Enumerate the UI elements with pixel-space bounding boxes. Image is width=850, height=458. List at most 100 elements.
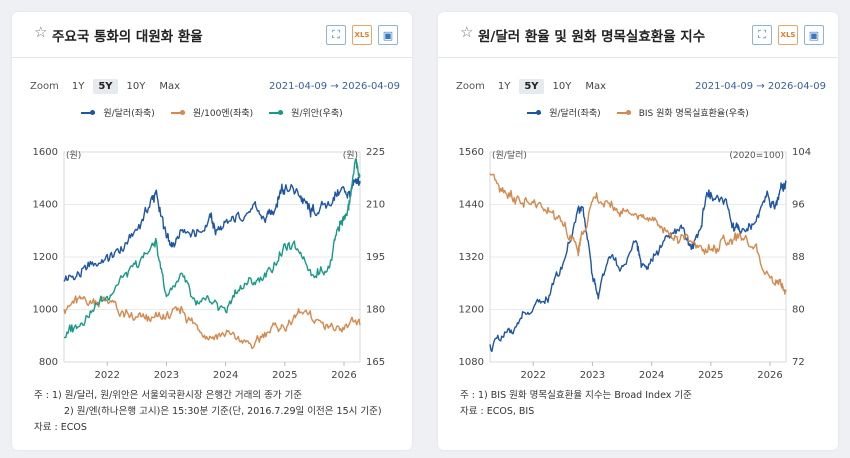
legend-item[interactable]: 원/위안(우축) bbox=[269, 106, 343, 119]
right-tick-label: 195 bbox=[366, 252, 385, 263]
legend-item[interactable]: 원/달러(좌축) bbox=[81, 106, 155, 119]
note-line: 주 : 1) 원/달러, 원/위안은 서울외국환시장 은행간 거래의 종가 기준 bbox=[34, 390, 303, 401]
legend-swatch bbox=[616, 111, 631, 114]
x-tick-label: 2026 bbox=[331, 370, 356, 381]
legend-marker bbox=[179, 110, 185, 115]
legend-label: BIS 원화 명목실효환율(우축) bbox=[638, 109, 749, 119]
right-tick-label: 72 bbox=[792, 357, 805, 368]
zoom-label: Zoom bbox=[456, 80, 485, 92]
effective-rate-panel: ☆ 원/달러 환율 및 원화 명목실효환율 지수 ⛶ XLS ▣ Zoom 1Y… bbox=[438, 12, 838, 450]
left-tick-label: 1440 bbox=[459, 200, 484, 211]
zoom-max-button[interactable]: Max bbox=[585, 80, 607, 92]
left-tick-label: 1000 bbox=[33, 305, 58, 316]
right-tick-label: 96 bbox=[792, 200, 805, 211]
left-tick-label: 1320 bbox=[459, 252, 484, 263]
series-line bbox=[63, 158, 361, 339]
legend-swatch bbox=[527, 111, 542, 114]
legend-label: 원/달러(좌축) bbox=[549, 109, 601, 119]
left-tick-label: 800 bbox=[39, 357, 58, 368]
x-tick-label: 2022 bbox=[520, 370, 545, 381]
left-tick-label: 1200 bbox=[33, 252, 58, 263]
legend-label: 원/100엔(좌축) bbox=[192, 109, 254, 119]
plot-frame bbox=[63, 151, 361, 363]
star-icon[interactable]: ☆ bbox=[34, 23, 48, 41]
left-tick-label: 1400 bbox=[33, 200, 58, 211]
zoom-10y-button[interactable]: 10Y bbox=[552, 80, 572, 92]
date-range[interactable]: 2021-04-09 → 2026-04-09 bbox=[269, 80, 400, 92]
right-tick-label: 225 bbox=[366, 147, 385, 158]
panel-title: 원/달러 환율 및 원화 명목실효환율 지수 bbox=[478, 29, 706, 45]
panel-tools: ⛶ XLS ▣ bbox=[326, 25, 398, 45]
left-tick-label: 1560 bbox=[459, 147, 484, 158]
note-line: 주 : 1) BIS 원화 명목실효환율 지수는 Broad Index 기준 bbox=[460, 390, 692, 401]
x-tick-label: 2024 bbox=[639, 370, 664, 381]
x-tick-label: 2025 bbox=[272, 370, 297, 381]
legend-marker bbox=[536, 110, 542, 115]
x-tick-label: 2026 bbox=[757, 370, 782, 381]
image-download-icon[interactable]: ▣ bbox=[378, 25, 398, 45]
zoom-5y-button[interactable]: 5Y bbox=[519, 78, 544, 94]
legend-item[interactable]: 원/100엔(좌축) bbox=[170, 106, 254, 119]
expand-icon[interactable]: ⛶ bbox=[326, 25, 346, 45]
zoom-5y-button[interactable]: 5Y bbox=[93, 78, 118, 94]
zoom-controls: Zoom 1Y 5Y 10Y Max 2021-04-09 → 2026-04-… bbox=[456, 76, 826, 96]
x-tick-label: 2024 bbox=[213, 370, 238, 381]
star-icon[interactable]: ☆ bbox=[460, 23, 474, 41]
chart-legend: 원/달러(좌축) BIS 원화 명목실효환율(우축) bbox=[438, 106, 838, 119]
x-tick-label: 2023 bbox=[154, 370, 179, 381]
panel-tools: ⛶ XLS ▣ bbox=[752, 25, 824, 45]
zoom-1y-button[interactable]: 1Y bbox=[71, 80, 85, 92]
note-line: 2) 원/엔(하나은행 고시)은 15:30분 기준(단, 2016.7.29일… bbox=[64, 406, 382, 417]
legend-swatch bbox=[81, 111, 96, 114]
legend-marker bbox=[625, 110, 631, 115]
left-tick-label: 1600 bbox=[33, 147, 58, 158]
right-tick-label: 180 bbox=[366, 305, 385, 316]
x-tick-label: 2023 bbox=[580, 370, 605, 381]
chart-legend: 원/달러(좌축) 원/100엔(좌축) 원/위안(우축) bbox=[12, 106, 412, 119]
right-tick-label: 80 bbox=[792, 305, 805, 316]
excel-download-icon[interactable]: XLS bbox=[352, 25, 372, 45]
series-line bbox=[63, 295, 361, 350]
right-tick-label: 165 bbox=[366, 357, 385, 368]
exchange-rate-panel: ☆ 주요국 통화의 대원화 환율 ⛶ XLS ▣ Zoom 1Y 5Y 10Y … bbox=[12, 12, 412, 450]
zoom-1y-button[interactable]: 1Y bbox=[497, 80, 511, 92]
expand-icon[interactable]: ⛶ bbox=[752, 25, 772, 45]
exchange-rate-chart: 800 1000 1200 1400 1600 165 180 195 210 225 (원) (원)… bbox=[33, 147, 386, 381]
zoom-label: Zoom bbox=[30, 80, 59, 92]
legend-marker bbox=[278, 110, 284, 115]
panel-header: ☆ 원/달러 환율 및 원화 명목실효환율 지수 ⛶ XLS ▣ bbox=[438, 12, 838, 58]
chart-notes: 주 : 1) BIS 원화 명목실효환율 지수는 Broad Index 기준 … bbox=[460, 388, 692, 420]
x-tick-label: 2025 bbox=[698, 370, 723, 381]
zoom-max-button[interactable]: Max bbox=[159, 80, 181, 92]
panel-title: 주요국 통화의 대원화 환율 bbox=[52, 29, 203, 45]
right-axis-unit: (2020=100) bbox=[729, 151, 784, 161]
right-tick-label: 210 bbox=[366, 200, 385, 211]
effective-rate-chart: 1080 1200 1320 1440 1560 72 80 88 96 104 (원/달러) (20… bbox=[459, 147, 812, 381]
x-tick-label: 2022 bbox=[94, 370, 119, 381]
left-tick-label: 1080 bbox=[459, 357, 484, 368]
series-line bbox=[489, 180, 787, 353]
series-line bbox=[63, 176, 361, 282]
zoom-controls: Zoom 1Y 5Y 10Y Max 2021-04-09 → 2026-04-… bbox=[30, 76, 400, 96]
right-axis-unit: (원) bbox=[343, 150, 358, 161]
legend-label: 원/달러(좌축) bbox=[103, 109, 155, 119]
zoom-10y-button[interactable]: 10Y bbox=[126, 80, 146, 92]
date-range[interactable]: 2021-04-09 → 2026-04-09 bbox=[695, 80, 826, 92]
legend-item[interactable]: 원/달러(좌축) bbox=[527, 106, 601, 119]
image-download-icon[interactable]: ▣ bbox=[804, 25, 824, 45]
panel-header: ☆ 주요국 통화의 대원화 환율 ⛶ XLS ▣ bbox=[12, 12, 412, 58]
plot-frame bbox=[489, 151, 787, 363]
right-tick-label: 88 bbox=[792, 252, 805, 263]
left-axis-unit: (원) bbox=[66, 150, 81, 161]
excel-download-icon[interactable]: XLS bbox=[778, 25, 798, 45]
left-tick-label: 1200 bbox=[459, 305, 484, 316]
right-tick-label: 104 bbox=[792, 147, 811, 158]
legend-item[interactable]: BIS 원화 명목실효환율(우축) bbox=[616, 106, 749, 119]
chart-notes: 주 : 1) 원/달러, 원/위안은 서울외국환시장 은행간 거래의 종가 기준… bbox=[34, 388, 382, 436]
series-line bbox=[489, 173, 787, 295]
source-line: 자료 : ECOS, BIS bbox=[460, 406, 535, 417]
legend-swatch bbox=[269, 111, 284, 114]
legend-label: 원/위안(우축) bbox=[291, 109, 343, 119]
legend-marker bbox=[90, 110, 96, 115]
source-line: 자료 : ECOS bbox=[34, 422, 87, 433]
